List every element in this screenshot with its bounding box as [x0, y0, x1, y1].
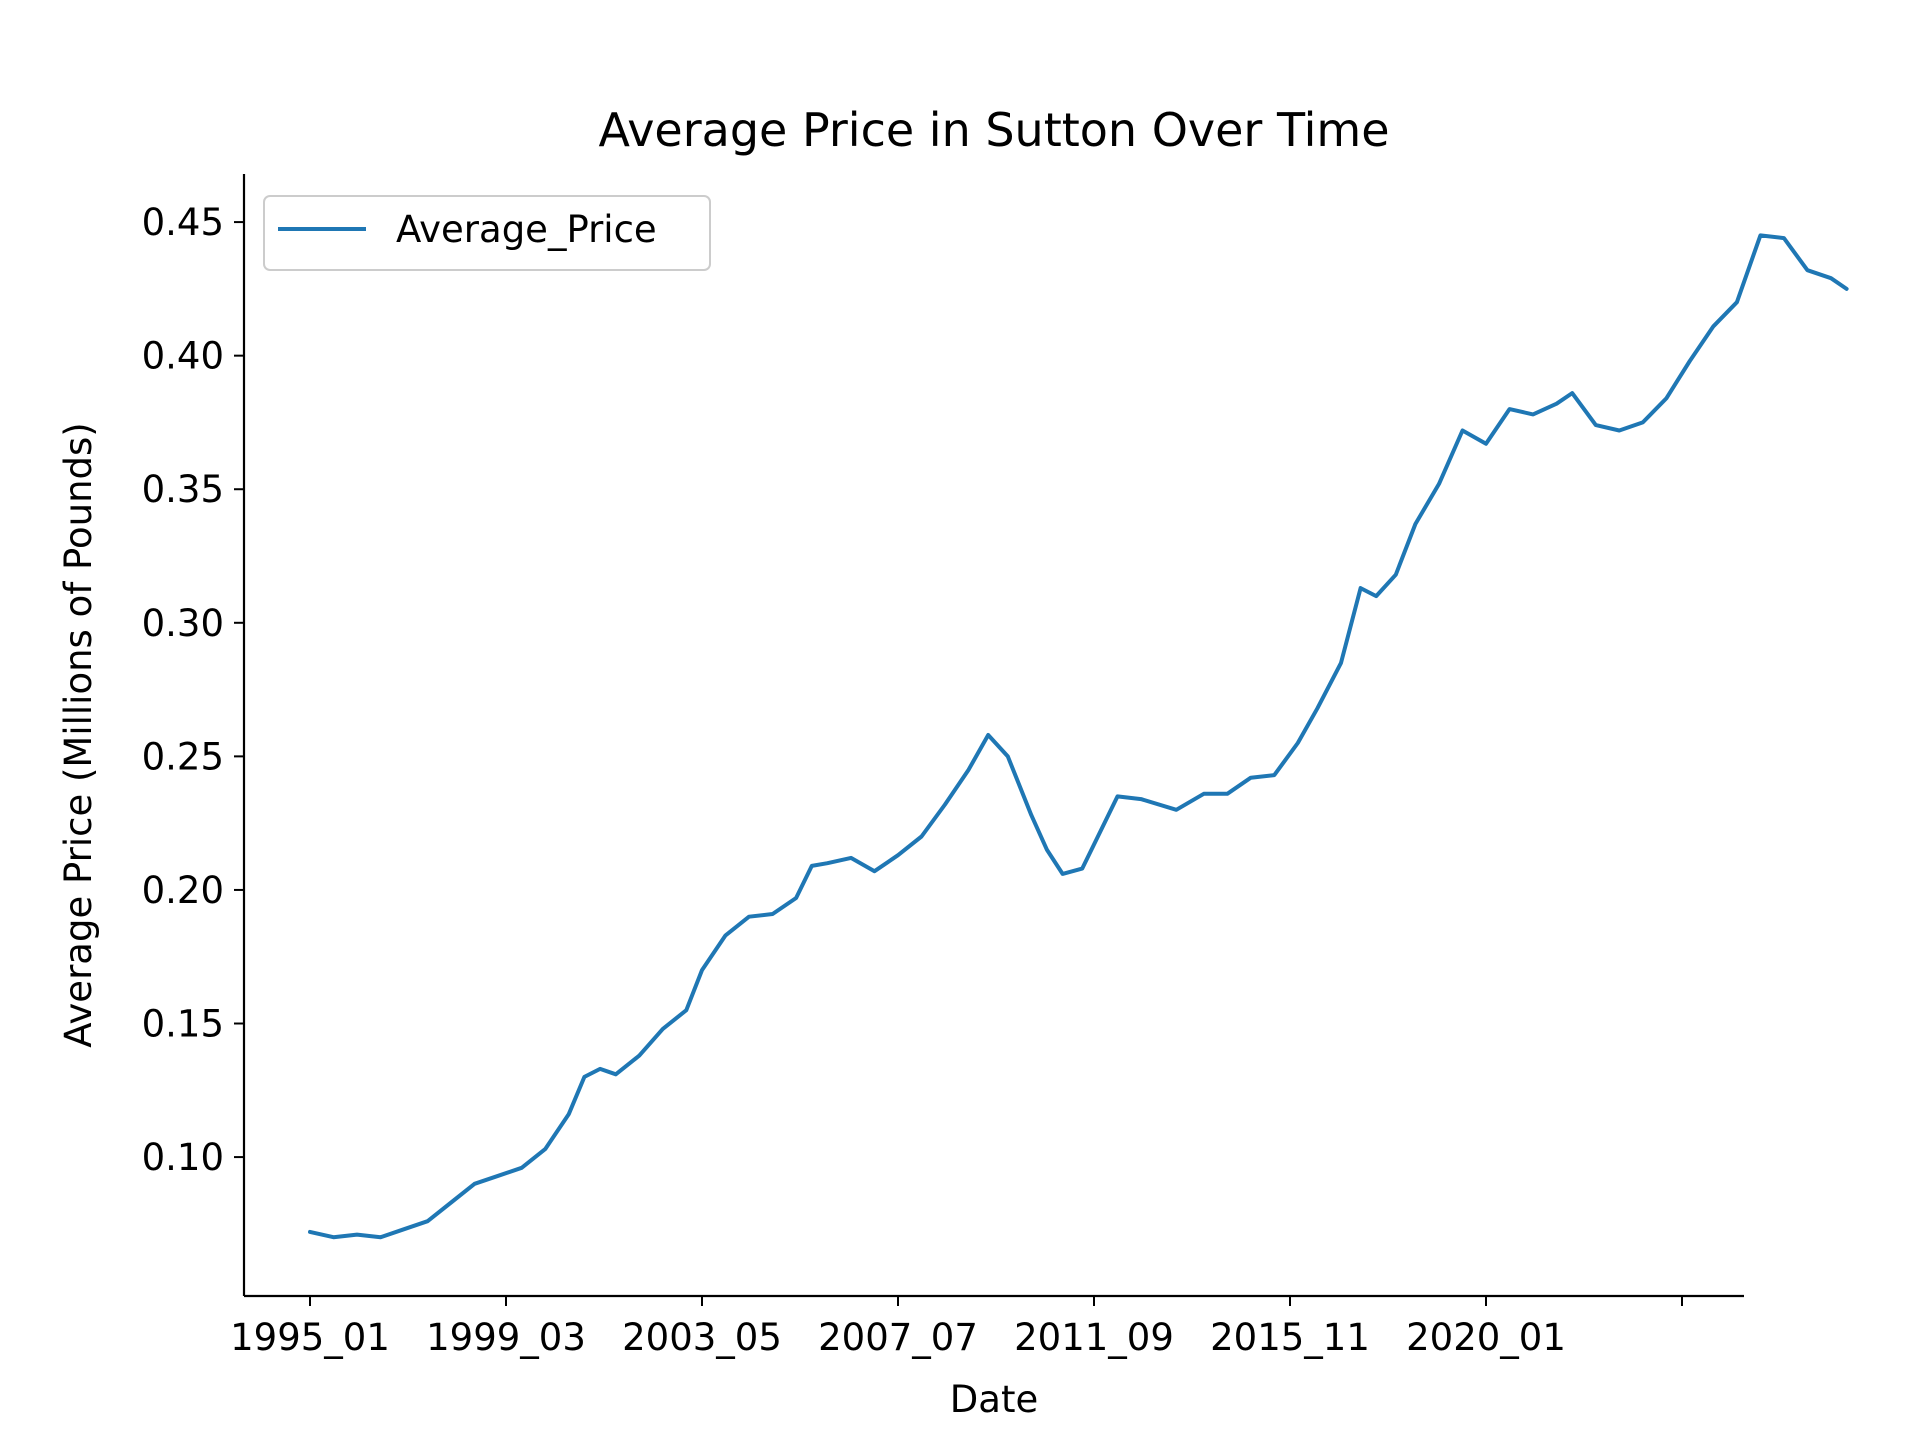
x-tick-label: 1995_01 [230, 1316, 390, 1359]
x-ticks: 1995_01 1999_03 2003_05 2007_07 2011_09 2015_… [230, 1296, 1683, 1359]
y-tick-label: 0.25 [142, 735, 224, 778]
chart-title: Average Price in Sutton Over Time [598, 103, 1389, 157]
y-tick-label: 0.30 [142, 602, 224, 645]
x-axis-label: Date [950, 1378, 1038, 1421]
legend-box [263, 195, 711, 271]
x-tick-label: 2011_09 [1014, 1316, 1174, 1359]
x-tick-label: 2015_11 [1210, 1316, 1370, 1359]
legend: Average_Price [263, 195, 711, 271]
x-tick-label: 2007_07 [818, 1316, 978, 1359]
y-tick-label: 0.20 [142, 869, 224, 912]
y-tick-label: 0.45 [142, 201, 224, 244]
y-ticks: 0.10 0.15 0.20 0.25 0.30 0.35 0.40 0.45 [142, 201, 244, 1179]
x-tick-label: 1999_03 [426, 1316, 586, 1359]
y-tick-label: 0.15 [142, 1003, 224, 1046]
y-axis-label: Average Price (Millions of Pounds) [57, 422, 100, 1047]
x-tick-label: 2020_01 [1406, 1316, 1566, 1359]
x-tick-label: 2003_05 [622, 1316, 782, 1359]
legend-label-average-price: Average_Price [396, 208, 657, 251]
y-tick-label: 0.40 [142, 335, 224, 378]
y-tick-label: 0.10 [142, 1136, 224, 1179]
y-tick-label: 0.35 [142, 468, 224, 511]
series-line-average-price [308, 233, 1849, 1240]
